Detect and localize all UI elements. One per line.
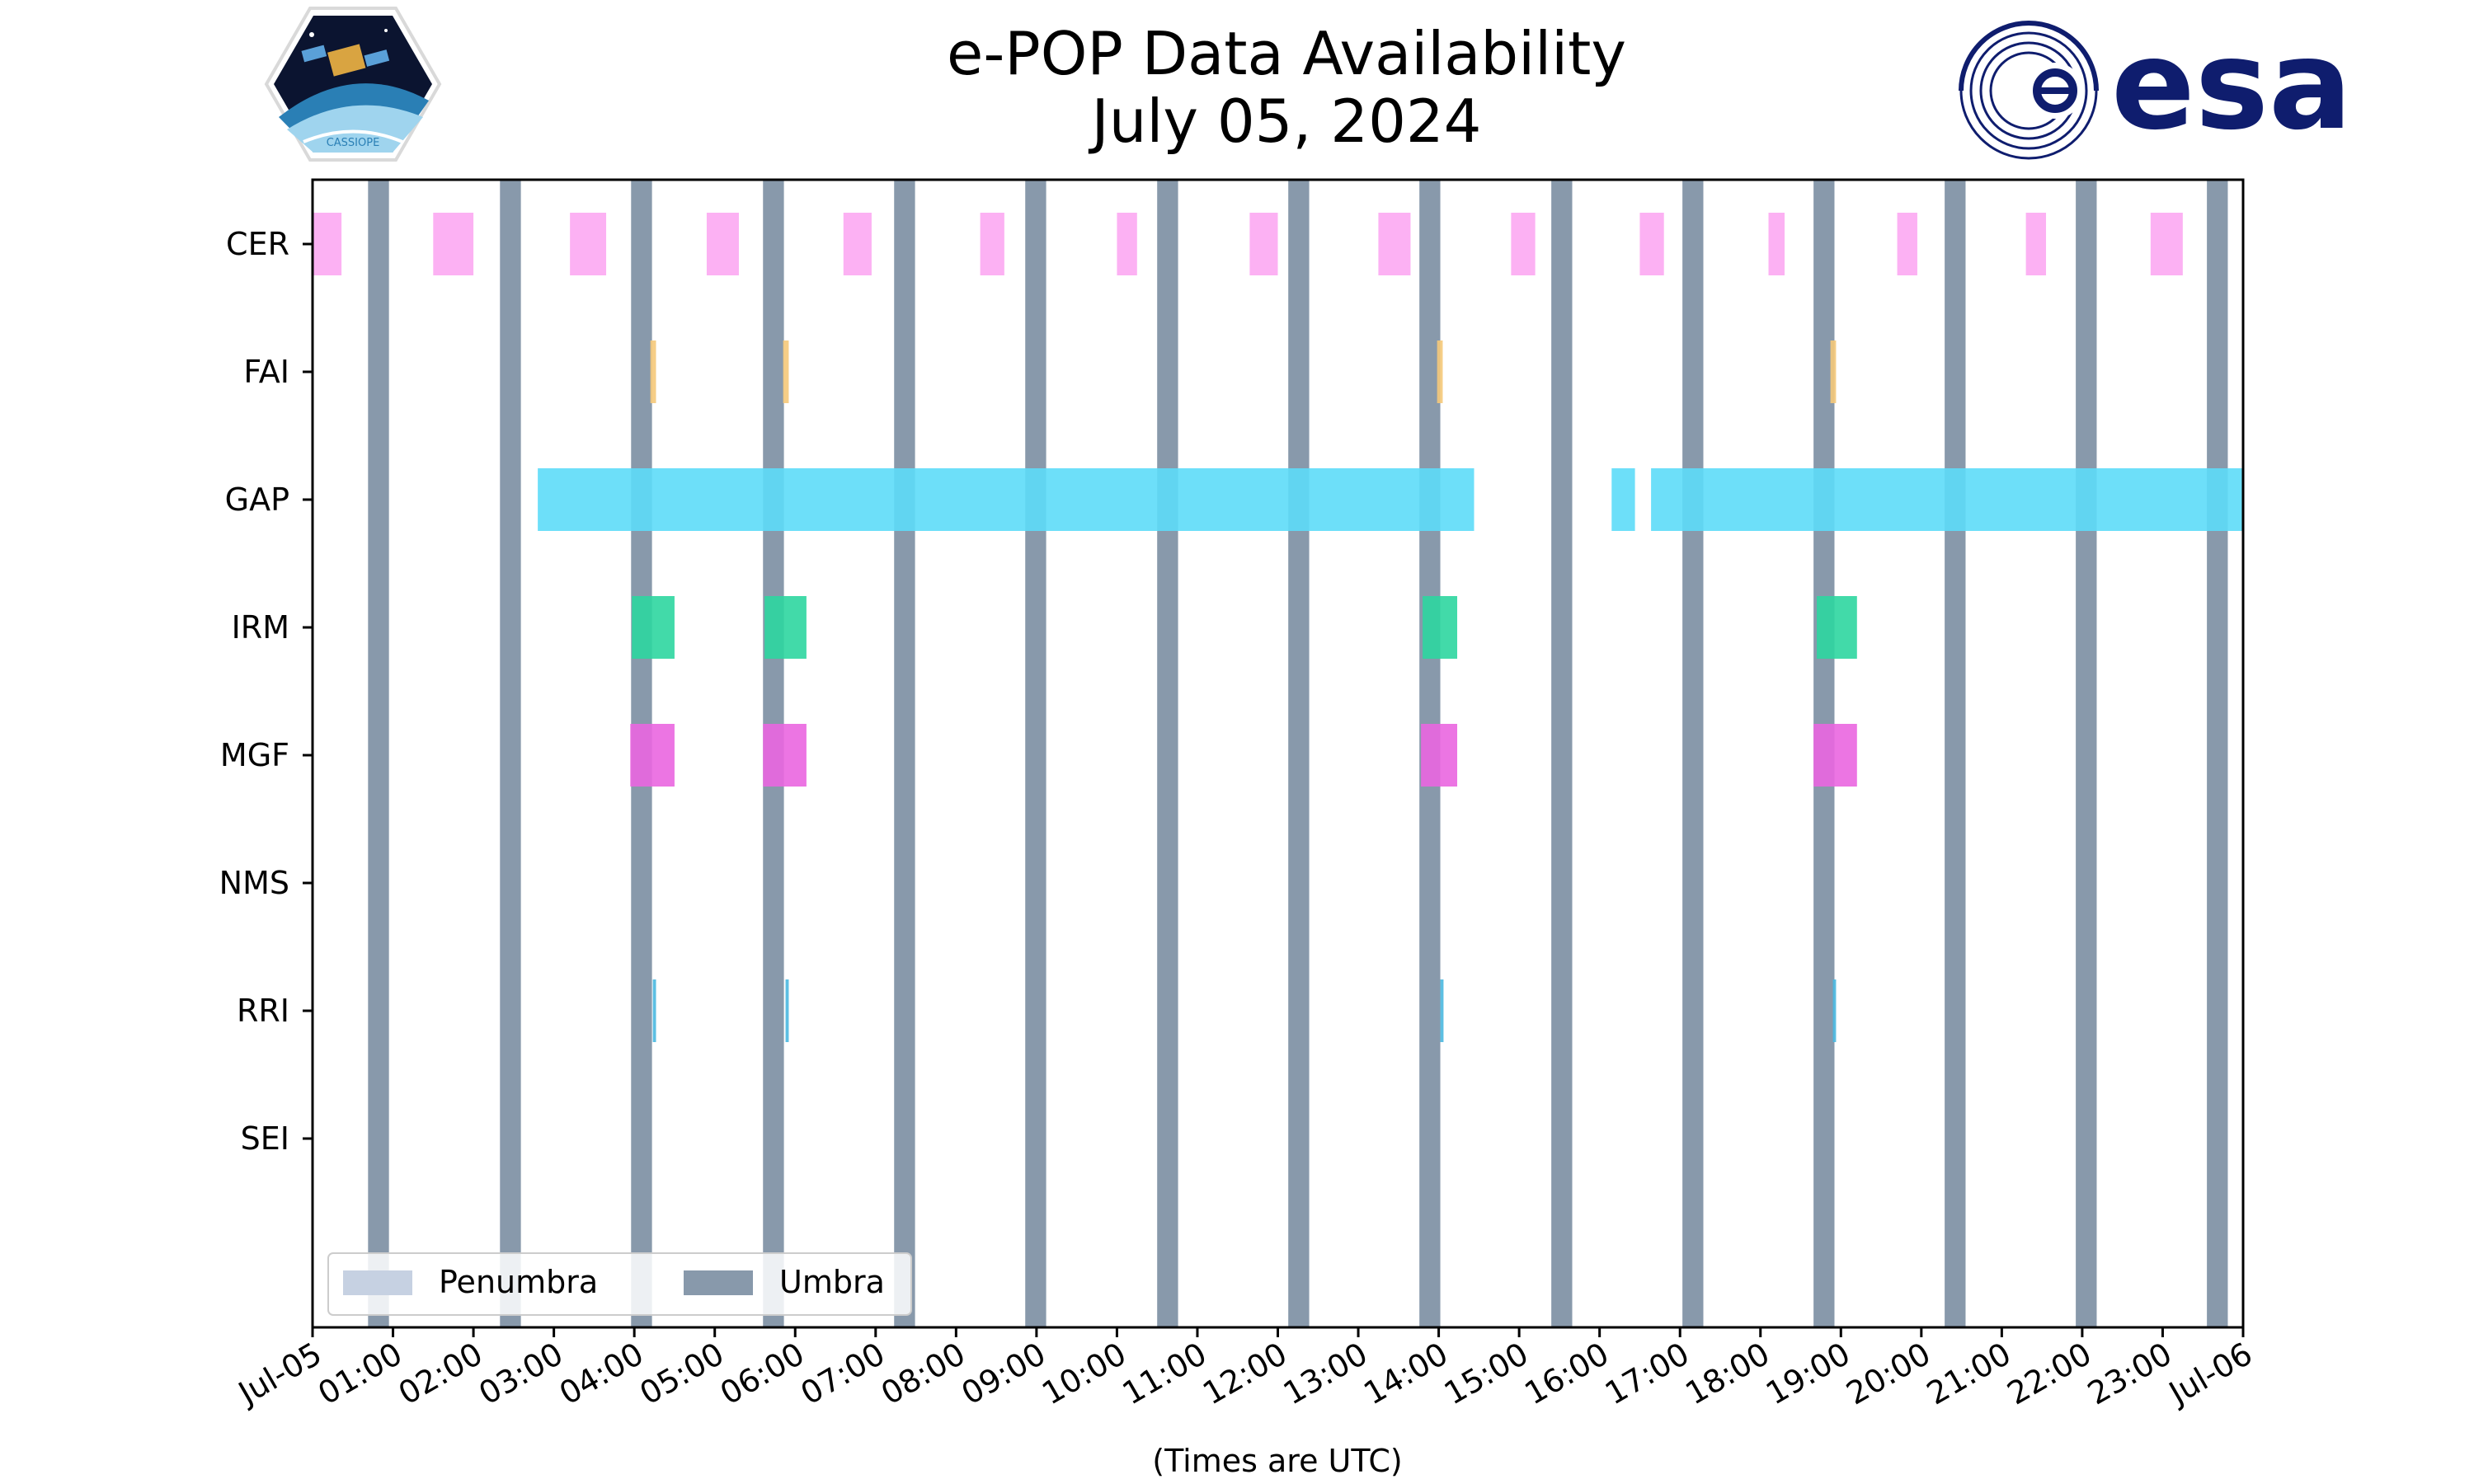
esa-logo-mark bbox=[1959, 21, 2099, 160]
legend-label-umbra: Umbra bbox=[779, 1264, 885, 1300]
umbra-band-6 bbox=[1157, 180, 1178, 1327]
fai-bar-3 bbox=[1830, 340, 1837, 403]
x-axis-label: (Times are UTC) bbox=[1152, 1443, 1402, 1479]
rri-bar-3 bbox=[1832, 979, 1837, 1042]
mgf-bar-3 bbox=[1813, 724, 1857, 787]
cer-bar-2 bbox=[570, 213, 607, 275]
umbra-band-5 bbox=[1025, 180, 1047, 1327]
cassiope-logo-text: CASSIOPE bbox=[327, 137, 380, 149]
x-tick-label-17: 17:00 bbox=[1599, 1336, 1696, 1412]
x-tick-label-14: 14:00 bbox=[1357, 1336, 1454, 1412]
y-tick-label-irm: IRM bbox=[232, 609, 289, 646]
fai-bar-0 bbox=[650, 340, 656, 403]
x-tick-label-22: 22:00 bbox=[2001, 1336, 2098, 1412]
fai-bar-1 bbox=[783, 340, 789, 403]
x-tick-label-2: 02:00 bbox=[393, 1336, 489, 1412]
x-tick-label-7: 07:00 bbox=[794, 1336, 891, 1412]
x-tick-label-20: 20:00 bbox=[1840, 1336, 1936, 1412]
rri-bar-0 bbox=[652, 979, 656, 1042]
cer-bar-10 bbox=[1639, 213, 1664, 275]
umbra-band-10 bbox=[1682, 180, 1704, 1327]
esa-logo-text: esa bbox=[2111, 14, 2352, 157]
y-tick-label-rri: RRI bbox=[237, 993, 289, 1029]
gap-bar-1 bbox=[1611, 468, 1635, 531]
x-axis: Jul-0501:0002:0003:0004:0005:0006:0007:0… bbox=[231, 1327, 2259, 1412]
cer-bar-11 bbox=[1768, 213, 1785, 275]
y-tick-label-nms: NMS bbox=[219, 865, 289, 901]
y-axis: CER FAI GAP IRM MGF NMS RRI SEI bbox=[219, 226, 313, 1157]
x-tick-label-11: 11:00 bbox=[1117, 1336, 1213, 1412]
y-tick-label-cer: CER bbox=[226, 226, 289, 262]
umbra-band-1 bbox=[500, 180, 521, 1327]
gap-bar-0 bbox=[538, 468, 1475, 531]
mgf-bar-2 bbox=[1421, 724, 1458, 787]
x-tick-label-24: Jul-06 bbox=[2161, 1336, 2258, 1412]
x-tick-label-19: 19:00 bbox=[1760, 1336, 1856, 1412]
mgf-bar-1 bbox=[763, 724, 807, 787]
x-tick-label-18: 18:00 bbox=[1679, 1336, 1776, 1412]
umbra-band-4 bbox=[894, 180, 915, 1327]
cassiope-logo: CASSIOPE bbox=[264, 7, 442, 162]
x-tick-label-13: 13:00 bbox=[1277, 1336, 1374, 1412]
x-tick-label-15: 15:00 bbox=[1438, 1336, 1535, 1412]
x-tick-label-9: 09:00 bbox=[956, 1336, 1052, 1412]
chart-title-line2: July 05, 2024 bbox=[1089, 87, 1482, 156]
cer-bar-0 bbox=[313, 213, 342, 275]
x-tick-label-21: 21:00 bbox=[1921, 1336, 2017, 1412]
x-tick-label-8: 08:00 bbox=[875, 1336, 971, 1412]
cer-bar-1 bbox=[433, 213, 474, 275]
chart-title-line1: e-POP Data Availability bbox=[947, 19, 1626, 88]
cer-bar-4 bbox=[843, 213, 872, 275]
x-tick-label-12: 12:00 bbox=[1197, 1336, 1293, 1412]
mgf-bar-0 bbox=[630, 724, 675, 787]
esa-logo: esa bbox=[1959, 14, 2352, 160]
legend-swatch-penumbra bbox=[343, 1270, 412, 1295]
rri-bar-1 bbox=[785, 979, 789, 1042]
x-tick-label-0: Jul-05 bbox=[231, 1336, 327, 1412]
umbra-layer bbox=[368, 180, 2228, 1327]
legend: Penumbra Umbra bbox=[327, 1252, 912, 1316]
y-tick-label-gap: GAP bbox=[225, 481, 289, 518]
legend-label-penumbra: Penumbra bbox=[439, 1264, 598, 1300]
cer-bar-12 bbox=[1897, 213, 1917, 275]
umbra-band-7 bbox=[1288, 180, 1310, 1327]
x-tick-label-10: 10:00 bbox=[1036, 1336, 1132, 1412]
fai-bar-2 bbox=[1437, 340, 1443, 403]
x-tick-label-5: 05:00 bbox=[633, 1336, 730, 1412]
legend-box bbox=[327, 1252, 912, 1316]
irm-bar-3 bbox=[1817, 596, 1857, 659]
umbra-band-13 bbox=[2076, 180, 2097, 1327]
x-tick-label-23: 23:00 bbox=[2081, 1336, 2178, 1412]
rri-bar-2 bbox=[1440, 979, 1444, 1042]
umbra-band-9 bbox=[1551, 180, 1573, 1327]
y-tick-label-mgf: MGF bbox=[220, 737, 289, 773]
umbra-band-12 bbox=[1945, 180, 1966, 1327]
cer-bar-8 bbox=[1378, 213, 1411, 275]
x-tick-label-6: 06:00 bbox=[714, 1336, 811, 1412]
gap-bar-2 bbox=[1651, 468, 2243, 531]
cer-bar-14 bbox=[2150, 213, 2183, 275]
x-tick-label-1: 01:00 bbox=[312, 1336, 408, 1412]
x-tick-label-4: 04:00 bbox=[553, 1336, 650, 1412]
umbra-band-14 bbox=[2207, 180, 2228, 1327]
y-tick-label-fai: FAI bbox=[243, 354, 289, 390]
cer-bar-13 bbox=[2025, 213, 2047, 275]
plot-area: CER FAI GAP IRM MGF NMS RRI SEI Jul-0501:0002:0… bbox=[219, 178, 2259, 1412]
cer-bar-9 bbox=[1511, 213, 1536, 275]
y-tick-label-sei: SEI bbox=[241, 1120, 289, 1157]
legend-swatch-umbra bbox=[684, 1270, 753, 1295]
irm-bar-0 bbox=[632, 596, 675, 659]
series-layer bbox=[313, 213, 2243, 1042]
irm-bar-1 bbox=[764, 596, 807, 659]
x-tick-label-16: 16:00 bbox=[1518, 1336, 1615, 1412]
umbra-band-0 bbox=[368, 180, 389, 1327]
cer-bar-7 bbox=[1249, 213, 1278, 275]
cer-bar-5 bbox=[980, 213, 1004, 275]
cer-bar-6 bbox=[1117, 213, 1137, 275]
cer-bar-3 bbox=[706, 213, 739, 275]
irm-bar-2 bbox=[1423, 596, 1458, 659]
x-tick-label-3: 03:00 bbox=[473, 1336, 569, 1412]
